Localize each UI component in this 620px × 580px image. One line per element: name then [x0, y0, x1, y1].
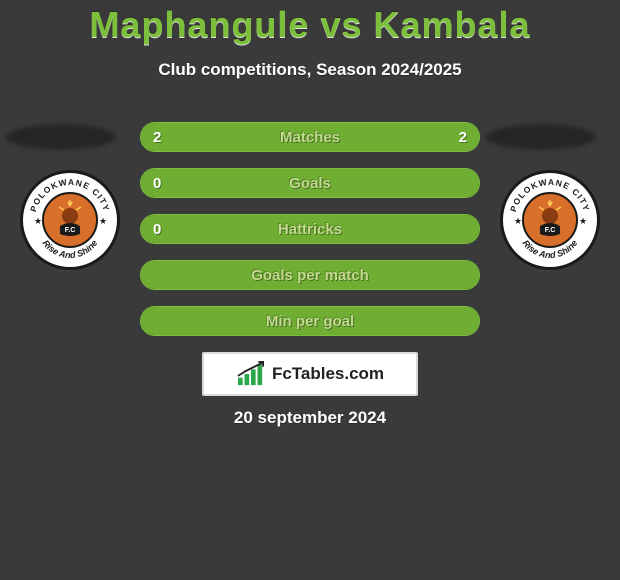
bar-chart-trend-icon: [236, 361, 266, 387]
stat-fill-left: [141, 261, 479, 289]
badge-star-right: ★: [99, 216, 107, 226]
club-badge-right: POLOKWANE CITY Rise And Shine ★ ★ F.C: [500, 170, 600, 270]
badge-fc-text: F.C: [65, 227, 76, 234]
page-subtitle: Club competitions, Season 2024/2025: [0, 60, 620, 80]
badge-star-left: ★: [514, 216, 522, 226]
stat-row: Goals per match: [140, 260, 480, 290]
stat-row: 0Goals: [140, 168, 480, 198]
stat-fill-right: [310, 123, 479, 151]
date-text: 20 september 2024: [0, 408, 620, 428]
badge-star-left: ★: [34, 216, 42, 226]
comparison-rows: 22Matches0Goals0HattricksGoals per match…: [140, 122, 480, 352]
page-root: Maphangule vs Kambala Club competitions,…: [0, 0, 620, 580]
stat-value-left: 0: [153, 215, 161, 243]
stat-fill-left: [141, 307, 479, 335]
stat-row: 0Hattricks: [140, 214, 480, 244]
badge-fc-text: F.C: [545, 227, 556, 234]
stat-row: 22Matches: [140, 122, 480, 152]
stat-value-left: 0: [153, 169, 161, 197]
stat-value-left: 2: [153, 123, 161, 151]
stat-fill-left: [141, 123, 310, 151]
watermark-text: FcTables.com: [272, 364, 384, 384]
player-shadow-left: [6, 124, 116, 150]
stat-value-right: 2: [459, 123, 467, 151]
stat-row: Min per goal: [140, 306, 480, 336]
watermark: FcTables.com: [202, 352, 418, 396]
stat-fill-left: [141, 169, 479, 197]
badge-inner-emblem: F.C: [522, 192, 578, 248]
page-title: Maphangule vs Kambala: [0, 4, 620, 46]
player-shadow-right: [486, 124, 596, 150]
badge-star-right: ★: [579, 216, 587, 226]
club-badge-left: POLOKWANE CITY Rise And Shine ★ ★ F.C: [20, 170, 120, 270]
badge-inner-emblem: F.C: [42, 192, 98, 248]
stat-fill-left: [141, 215, 479, 243]
